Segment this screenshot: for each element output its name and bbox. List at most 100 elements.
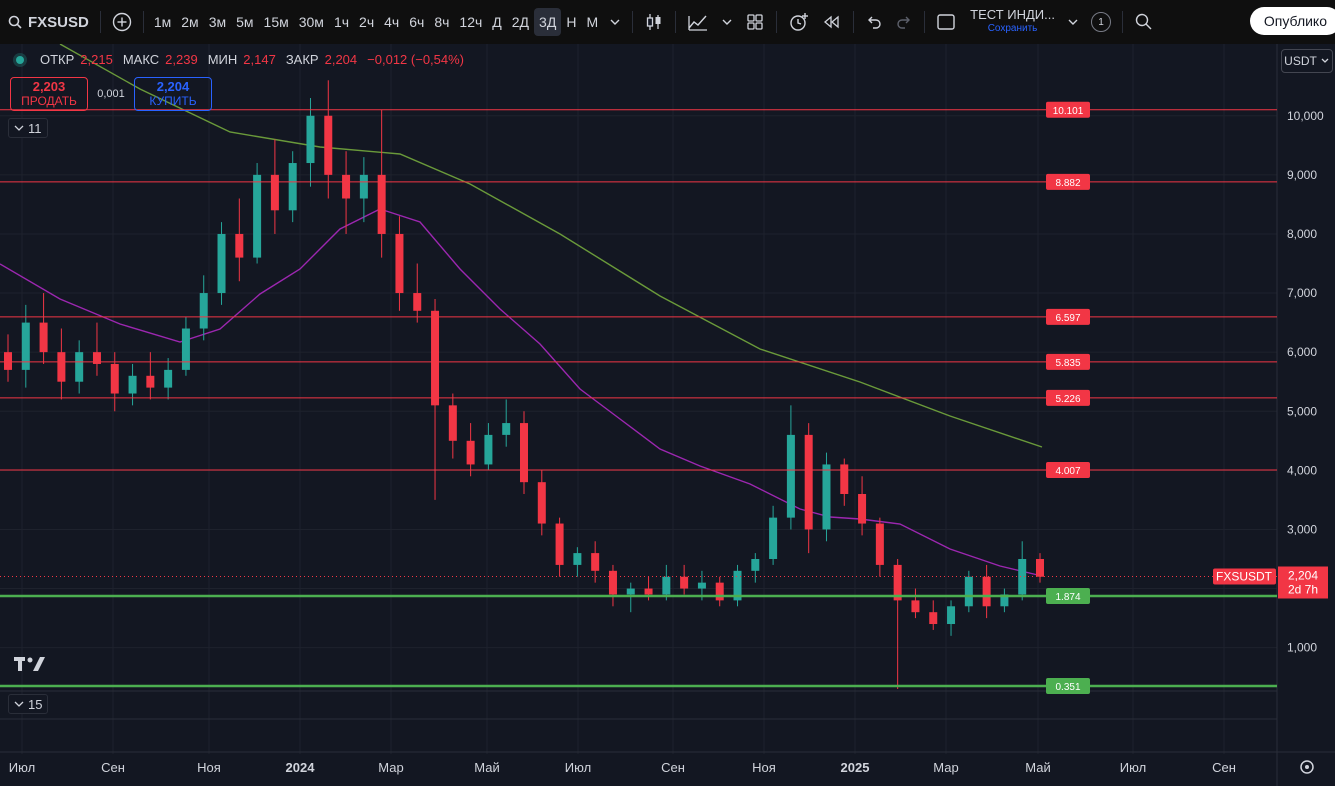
rewind-icon bbox=[824, 15, 839, 29]
indicators-dropdown-button[interactable] bbox=[715, 8, 739, 36]
candle-body bbox=[751, 559, 760, 571]
chart-type-button[interactable] bbox=[638, 8, 670, 36]
last-price-value: 2,204 bbox=[1288, 568, 1318, 582]
interval-button[interactable]: 15м bbox=[263, 14, 289, 30]
interval-button[interactable]: Н bbox=[566, 14, 577, 30]
interval-button[interactable]: 3м bbox=[208, 14, 227, 30]
currency-label: USDT bbox=[1284, 54, 1317, 68]
candle-body bbox=[306, 115, 315, 164]
level-label: 6.597 bbox=[1055, 313, 1080, 324]
low-value: 2,147 bbox=[243, 52, 276, 67]
toolbar-divider bbox=[924, 11, 926, 33]
indicators-button[interactable] bbox=[681, 8, 715, 36]
pane-toggle[interactable]: 15 bbox=[8, 694, 49, 714]
interval-button[interactable]: 4ч bbox=[384, 14, 400, 30]
buy-button[interactable]: 2,204 КУПИТЬ bbox=[134, 77, 212, 111]
candle-body bbox=[110, 363, 119, 394]
candle-body bbox=[608, 570, 617, 595]
time-axis-label: Ноя bbox=[197, 760, 221, 775]
toolbar-divider bbox=[776, 11, 778, 33]
interval-button[interactable]: 3Д bbox=[534, 8, 562, 36]
candle-body bbox=[502, 423, 511, 435]
currency-dropdown[interactable]: USDT bbox=[1281, 49, 1333, 73]
candle-body bbox=[662, 576, 671, 595]
level-label-box bbox=[1046, 308, 1090, 325]
candle-body bbox=[840, 464, 849, 494]
candle-body bbox=[4, 352, 12, 370]
level-label-box bbox=[1046, 353, 1090, 370]
sell-button[interactable]: 2,203 ПРОДАТЬ bbox=[10, 77, 88, 111]
settings-gear-icon[interactable] bbox=[1300, 760, 1314, 774]
level-label-box bbox=[1046, 588, 1090, 604]
tradingview-logo bbox=[14, 655, 46, 678]
candle-body bbox=[822, 464, 831, 530]
symbol-tag: FXSUSDT bbox=[1216, 569, 1273, 583]
interval-button[interactable]: 8ч bbox=[434, 14, 450, 30]
candle-body bbox=[697, 582, 706, 589]
level-label: 8.882 bbox=[1055, 178, 1080, 189]
replay-button[interactable] bbox=[816, 8, 848, 36]
chart-area[interactable]: 10,000 9,000 8,000 7,000 6,000 5,000 4,000 3,00… bbox=[0, 44, 1335, 786]
candle-body bbox=[377, 174, 386, 234]
interval-button[interactable]: 2м bbox=[181, 14, 199, 30]
candle-body bbox=[1018, 559, 1027, 595]
publish-button[interactable]: Опублико bbox=[1249, 7, 1335, 35]
close-value: 2,204 bbox=[324, 52, 358, 67]
symbol-search-button[interactable]: FXSUSD bbox=[0, 8, 95, 36]
spread-value: 0,001 bbox=[97, 88, 125, 100]
level-label: 1.874 bbox=[1055, 592, 1080, 603]
open-value: 2,215 bbox=[80, 52, 113, 67]
high-value: 2,239 bbox=[165, 52, 198, 67]
interval-group: 1м 2м 3м 5м 15м 30м 1ч 2ч 4ч 6ч 8ч 12ч Д 2Д 3Д Н М bbox=[149, 8, 603, 36]
candle-body bbox=[253, 174, 262, 258]
candle-body bbox=[786, 434, 795, 518]
interval-button[interactable]: 2ч bbox=[359, 14, 375, 30]
price-chart[interactable]: 10,000 9,000 8,000 7,000 6,000 5,000 4,000 3,00… bbox=[0, 44, 1335, 786]
interval-button[interactable]: 12ч bbox=[459, 14, 483, 30]
interval-button[interactable]: 2Д bbox=[511, 14, 530, 30]
alarm-clock-plus-icon bbox=[790, 13, 809, 31]
templates-button[interactable] bbox=[739, 8, 771, 36]
candle-body bbox=[626, 588, 635, 595]
toolbar-divider bbox=[1121, 11, 1123, 33]
chevron-down-icon bbox=[1321, 58, 1329, 63]
candle-body bbox=[164, 369, 173, 388]
toolbar-divider bbox=[675, 11, 677, 33]
interval-button[interactable]: 1м bbox=[153, 14, 172, 30]
interval-button[interactable]: 30м bbox=[298, 14, 324, 30]
candle-body bbox=[1000, 594, 1009, 607]
interval-dropdown-button[interactable] bbox=[603, 8, 627, 36]
interval-button[interactable]: М bbox=[586, 14, 599, 30]
candle-body bbox=[875, 523, 884, 565]
interval-button[interactable]: 1ч bbox=[333, 14, 350, 30]
layout-save-label[interactable]: Сохранить bbox=[987, 23, 1038, 34]
time-axis-label: Сен bbox=[661, 760, 685, 775]
level-label: 5.835 bbox=[1055, 358, 1080, 369]
candles-icon bbox=[646, 14, 661, 30]
indicators-toggle[interactable]: 11 bbox=[8, 118, 48, 138]
interval-button[interactable]: 5м bbox=[236, 14, 254, 30]
interval-button[interactable]: 6ч bbox=[409, 14, 425, 30]
candle-body bbox=[235, 233, 244, 258]
level-label-box bbox=[1046, 461, 1090, 478]
level-label-box bbox=[1046, 389, 1090, 406]
compare-symbol-button[interactable] bbox=[106, 8, 138, 36]
level-label: 0.351 bbox=[1055, 682, 1080, 693]
chevron-down-icon bbox=[14, 125, 24, 131]
alert-button[interactable] bbox=[782, 8, 816, 36]
layout-name[interactable]: ТЕСТ ИНДИ... Сохранить bbox=[970, 8, 1055, 36]
sell-price: 2,203 bbox=[32, 79, 66, 94]
search-icon bbox=[8, 15, 22, 29]
redo-button[interactable] bbox=[889, 8, 919, 36]
interval-button[interactable]: Д bbox=[492, 14, 502, 30]
quick-search-button[interactable] bbox=[1128, 8, 1160, 36]
level-label-box bbox=[1046, 173, 1090, 190]
layout-button[interactable]: ТЕСТ ИНДИ... Сохранить bbox=[930, 8, 1061, 36]
alerts-count-badge[interactable]: 1 bbox=[1085, 8, 1117, 36]
price-axis-label: 7,000 bbox=[1287, 286, 1317, 300]
undo-button[interactable] bbox=[859, 8, 889, 36]
candle-body bbox=[929, 612, 938, 625]
layout-dropdown-button[interactable] bbox=[1061, 8, 1085, 36]
candle-body bbox=[431, 310, 440, 406]
price-axis-label: 8,000 bbox=[1287, 227, 1317, 241]
